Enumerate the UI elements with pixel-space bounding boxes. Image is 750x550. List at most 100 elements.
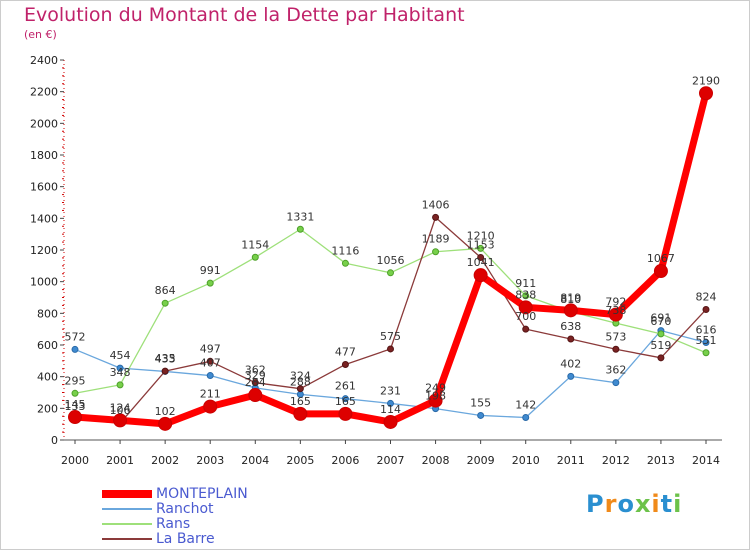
data-point bbox=[116, 381, 124, 389]
data-label: 991 bbox=[200, 264, 221, 277]
data-label: 1210 bbox=[467, 229, 495, 242]
data-label: 165 bbox=[290, 395, 311, 408]
data-label: 102 bbox=[155, 405, 176, 418]
data-labels: 572 454 433 407 329 288 261 231 198 155 142 402 362 6… bbox=[65, 74, 721, 418]
data-label: 792 bbox=[605, 296, 626, 309]
y-tick-label: 1200 bbox=[30, 244, 58, 257]
legend-item-ranchot: Ranchot bbox=[102, 500, 248, 517]
data-point bbox=[567, 335, 575, 343]
data-label: 133 bbox=[65, 400, 86, 413]
data-label: 572 bbox=[65, 330, 86, 343]
data-point bbox=[477, 244, 485, 252]
data-point bbox=[522, 292, 530, 300]
logo-letter: o bbox=[617, 490, 635, 518]
data-label: 497 bbox=[200, 342, 221, 355]
data-point bbox=[608, 307, 623, 322]
data-label: 288 bbox=[290, 375, 311, 388]
data-point bbox=[71, 389, 79, 397]
data-label: 838 bbox=[515, 288, 536, 301]
data-point bbox=[612, 345, 620, 353]
data-point bbox=[477, 253, 485, 261]
data-label: 1406 bbox=[422, 198, 450, 211]
data-point bbox=[563, 303, 578, 318]
data-label: 691 bbox=[650, 312, 671, 325]
chart-subtitle: (en €) bbox=[24, 28, 57, 41]
data-point bbox=[702, 349, 710, 357]
data-point bbox=[113, 413, 128, 428]
data-label: 616 bbox=[696, 323, 717, 336]
data-point bbox=[206, 357, 214, 365]
data-point bbox=[702, 338, 710, 346]
legend-swatch bbox=[102, 489, 152, 498]
y-tick-label: 1400 bbox=[30, 212, 58, 225]
data-point bbox=[116, 364, 124, 372]
legend-swatch bbox=[102, 537, 152, 540]
data-label: 295 bbox=[65, 374, 86, 387]
data-label: 407 bbox=[200, 357, 221, 370]
data-label: 155 bbox=[470, 396, 491, 409]
logo-letter: x bbox=[634, 490, 652, 518]
data-point bbox=[296, 225, 304, 233]
legend-label: La Barre bbox=[156, 530, 215, 547]
y-tick-label: 200 bbox=[37, 402, 58, 415]
data-point bbox=[522, 325, 530, 333]
data-label: 477 bbox=[335, 345, 356, 358]
data-label: 165 bbox=[335, 395, 356, 408]
legend-label: Ranchot bbox=[156, 500, 214, 517]
data-label: 551 bbox=[696, 334, 717, 347]
data-label: 1116 bbox=[331, 244, 359, 257]
data-point bbox=[657, 354, 665, 362]
data-label: 261 bbox=[335, 380, 356, 393]
data-point bbox=[473, 268, 488, 283]
data-label: 454 bbox=[110, 349, 131, 362]
data-label: 1189 bbox=[422, 233, 450, 246]
data-label: 348 bbox=[110, 366, 131, 379]
data-point bbox=[387, 345, 394, 353]
data-label: 2190 bbox=[692, 74, 720, 87]
x-tick-label: 2012 bbox=[602, 454, 630, 467]
data-point bbox=[206, 279, 214, 287]
y-tick-label: 2000 bbox=[30, 117, 58, 130]
data-label: 106 bbox=[110, 404, 131, 417]
y-tick-label: 0 bbox=[51, 434, 58, 447]
data-label: 638 bbox=[560, 320, 581, 333]
y-tick-label: 600 bbox=[37, 339, 58, 352]
data-point bbox=[338, 406, 353, 421]
data-label: 1154 bbox=[241, 238, 269, 251]
data-label: 911 bbox=[515, 277, 536, 290]
data-label: 402 bbox=[560, 357, 581, 370]
proxiti-logo: Proxiti bbox=[586, 490, 682, 518]
x-tick-label: 2004 bbox=[241, 454, 269, 467]
x-tick-label: 2008 bbox=[422, 454, 450, 467]
data-label: 329 bbox=[245, 369, 266, 382]
data-label: 284 bbox=[245, 376, 266, 389]
data-point bbox=[432, 213, 440, 221]
data-label: 1153 bbox=[467, 238, 495, 251]
legend-label: Rans bbox=[156, 515, 191, 532]
data-label: 142 bbox=[515, 399, 536, 412]
data-label: 700 bbox=[515, 310, 536, 323]
y-tick-label: 400 bbox=[37, 371, 58, 384]
data-point bbox=[702, 306, 710, 314]
x-tick-label: 2003 bbox=[196, 454, 224, 467]
data-point bbox=[341, 360, 349, 368]
data-label: 670 bbox=[650, 315, 671, 328]
series-lines bbox=[68, 86, 713, 431]
data-point bbox=[158, 416, 173, 431]
x-tick-label: 2011 bbox=[557, 454, 585, 467]
x-tick-label: 2006 bbox=[331, 454, 359, 467]
y-tick-label: 800 bbox=[37, 307, 58, 320]
x-tick-label: 2000 bbox=[61, 454, 89, 467]
logo-letter: t bbox=[660, 490, 674, 518]
chart-title: Evolution du Montant de la Dette par Hab… bbox=[24, 4, 465, 26]
data-point bbox=[432, 248, 440, 256]
data-label: 519 bbox=[650, 339, 671, 352]
data-label: 1067 bbox=[647, 252, 675, 265]
logo-letter: P bbox=[586, 490, 605, 518]
data-label: 573 bbox=[605, 330, 626, 343]
y-tick-label: 1800 bbox=[30, 149, 58, 162]
legend: MONTEPLAIN Ranchot Rans La Barre bbox=[102, 486, 248, 547]
data-point bbox=[206, 372, 214, 380]
data-point bbox=[699, 86, 713, 101]
legend-item-rans: Rans bbox=[102, 515, 248, 532]
